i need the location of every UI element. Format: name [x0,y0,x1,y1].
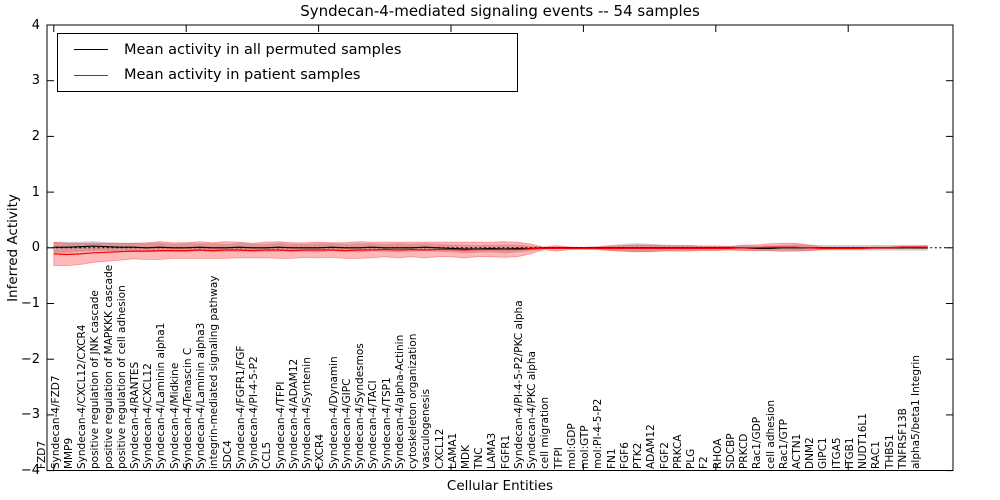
x-category-label: CCL5 [261,441,274,469]
x-category-label: PRKCA [671,434,684,469]
x-category-label: Syndecan-4/CXCL12/CXCR4 [76,324,89,469]
x-category-label: THBS1 [883,434,896,469]
x-category-label: Syndecan-4/CXCL12 [142,363,155,469]
x-category-label: Syndecan-4/Dynamin [327,356,340,469]
x-category-label: Syndecan-4/PI-4-5-P2 [248,356,261,469]
x-category-label: ADAM12 [645,424,658,469]
x-category-label: PTK2 [632,442,645,469]
y-tick-label: −3 [20,407,40,423]
x-category-label: FGFR1 [499,434,512,469]
x-category-label: Syndecan-4/RANTES [128,361,141,469]
x-category-label: mol:GDP [565,423,578,469]
legend: Mean activity in all permuted samples Me… [57,33,518,92]
legend-row: Mean activity in patient samples [58,63,517,87]
x-category-label: LAMA1 [446,432,459,469]
x-category-label: DNM2 [804,437,817,469]
x-category-label: MMP9 [62,437,75,469]
x-category-label: Syndecan-4/Laminin alpha3 [195,322,208,469]
x-category-label: SDCBP [724,433,737,469]
x-category-label: positive regulation of MAPKKK cascade [102,264,115,469]
x-category-label: GIPC1 [817,437,830,469]
x-category-label: integrin-mediated signaling pathway [208,275,221,469]
x-category-label: TNFRSF13B [896,408,909,469]
legend-label-patient: Mean activity in patient samples [124,67,361,84]
patient-mean-line [53,246,928,256]
x-category-label: Syndecan-4/alpha-Actinin [393,334,406,469]
chart-title: Syndecan-4-mediated signaling events -- … [300,2,700,20]
x-category-label: Syndecan-4/Syntenin [301,357,314,469]
x-category-label: Syndecan-4/ADAM12 [287,358,300,469]
y-tick-label: 2 [31,128,40,144]
x-category-label: positive regulation of cell adhesion [115,285,128,469]
legend-row: Mean activity in all permuted samples [58,38,517,62]
x-category-label: MDK [459,444,472,469]
x-category-label: ITGA5 [830,437,843,469]
x-category-label: NUDT16L1 [857,413,870,469]
x-category-label: cell adhesion [764,399,777,469]
x-category-label: alpha5/beta1 Integrin [910,355,923,469]
x-category-label: RAC1 [870,441,883,469]
x-category-label: Syndecan-4/Syndesmos [354,343,367,469]
y-tick-label: −4 [20,463,40,479]
x-category-label: CXCR4 [314,433,327,469]
x-axis-label: Cellular Entities [446,478,554,494]
x-category-label: TNC [473,447,486,469]
x-category-label: Syndecan-4/Laminin alpha1 [155,322,168,469]
x-category-label: FZD7 [36,441,49,469]
x-category-label: mol:GTP [579,425,592,469]
x-category-label: ITGB1 [843,437,856,469]
x-category-label: Syndecan-4/FGFR1/FGF [234,345,247,469]
x-category-label: Syndecan-4/TFPI [274,381,287,469]
x-category-label: RHOA [711,438,724,469]
x-category-label: Rac1/GDP [751,416,764,469]
x-category-label: FGF6 [618,442,631,469]
legend-label-permuted: Mean activity in all permuted samples [124,41,402,58]
x-category-label: LAMA3 [486,432,499,469]
x-category-label: FN1 [605,448,618,469]
x-category-label: positive regulation of JNK cascade [89,290,102,469]
x-category-label: Syndecan-4/FZD7 [49,375,62,469]
x-category-label: Syndecan-4/TACI [367,380,380,469]
y-tick-label: 0 [31,240,40,256]
x-category-label: ACTN1 [790,433,803,469]
x-category-label: FGF2 [658,442,671,469]
x-category-label: Syndecan-4/Midkine [168,362,181,469]
y-tick-label: 4 [31,17,40,33]
patient-std-band [53,241,928,266]
x-category-label: vasculogenesis [420,389,433,469]
patient-line-swatch-icon [74,74,108,76]
x-category-label: Rac1/GTP [777,419,790,469]
x-category-label: Syndecan-4/PI-4-5-P2/PKC alpha [512,300,525,469]
y-tick-label: −1 [20,296,40,311]
x-category-label: F2 [698,456,711,469]
x-category-label: PLG [685,448,698,469]
x-category-label: Syndecan-4/PKC alpha [526,351,539,469]
y-tick-label: −2 [20,351,40,367]
x-category-label: CXCL12 [433,428,446,469]
x-category-label: mol:PI-4-5-P2 [592,398,605,469]
x-category-label: TFPI [552,447,565,469]
x-category-label: Syndecan-4/TSP1 [380,377,393,469]
y-tick-label: 1 [31,184,40,200]
x-category-label: Syndecan-4/GIPC [340,378,353,469]
x-category-label: PRKCD [738,433,751,469]
y-tick-label: 3 [31,73,40,89]
x-category-label: SDC4 [221,440,234,469]
x-category-label: cytoskeleton organization [407,333,420,469]
x-category-label: cell migration [539,396,552,469]
permuted-line-swatch-icon [74,49,108,51]
x-category-label: Syndecan-4/Tenascin C [181,347,194,469]
